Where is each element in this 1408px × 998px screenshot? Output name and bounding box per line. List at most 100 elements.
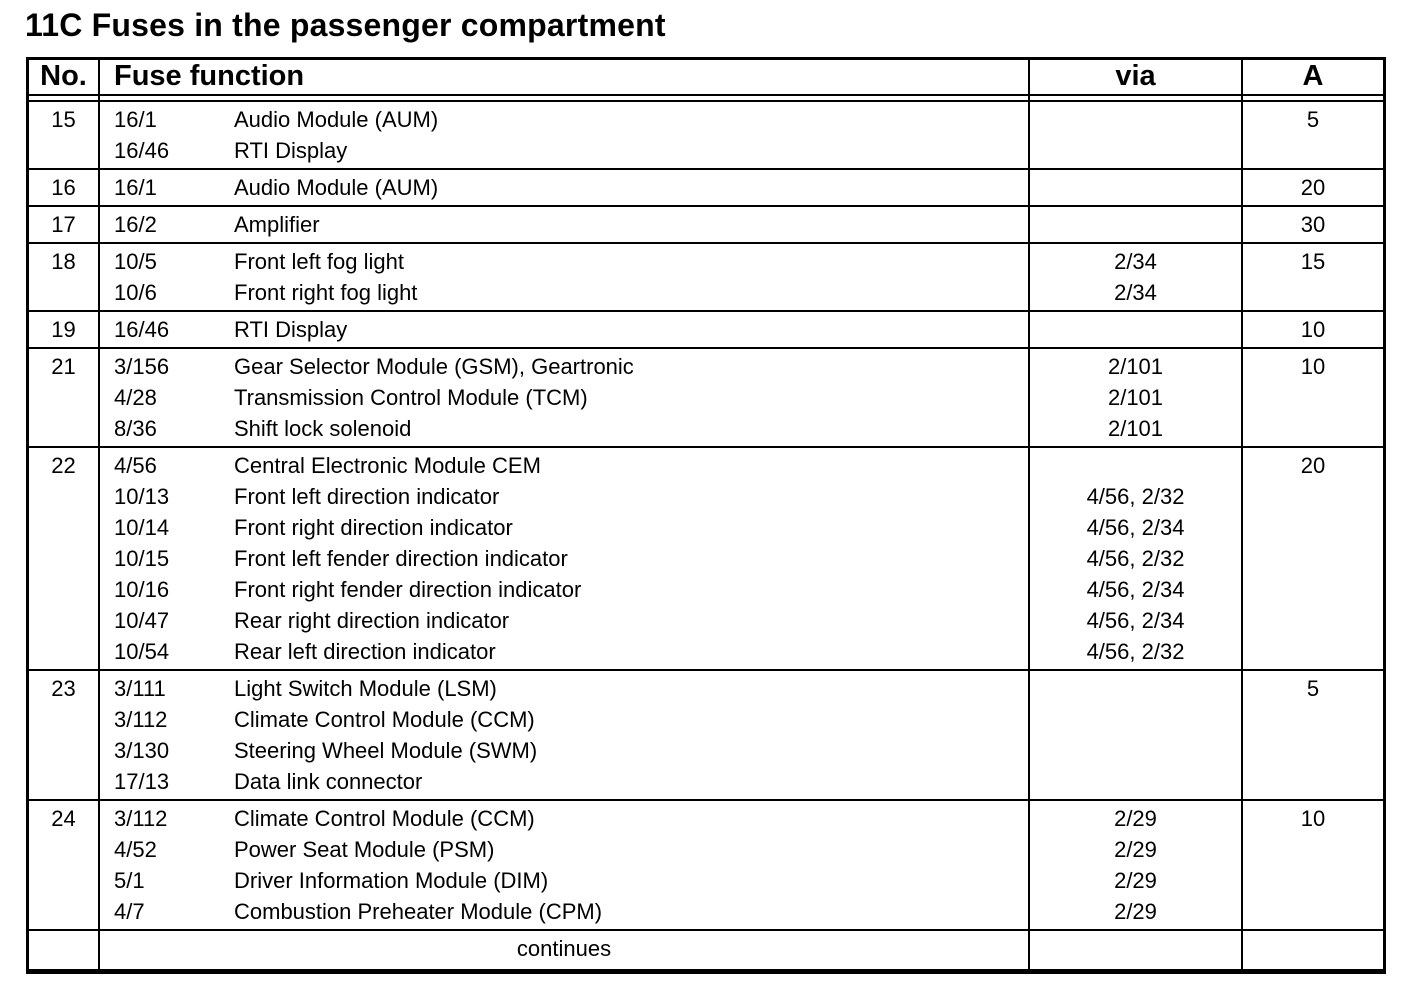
- fuse-code: 4/52: [114, 837, 157, 862]
- fuse-no-cell: 22: [29, 448, 100, 669]
- fuse-code: 10/6: [114, 280, 157, 305]
- fuse-number: 23: [51, 676, 76, 701]
- via-value: 2/29: [1114, 868, 1157, 893]
- via-value: [1030, 104, 1241, 135]
- fuse-function-line: 3/112 Climate Control Module (CCM): [100, 704, 1028, 735]
- fuse-description: RTI Display: [234, 138, 348, 163]
- table-row: 16 16/1 Audio Module (AUM) 20: [29, 170, 1383, 207]
- fuse-function-line: 4/52 Power Seat Module (PSM): [100, 834, 1028, 865]
- fuse-description: Combustion Preheater Module (CPM): [234, 899, 603, 924]
- fuse-number: 19: [51, 317, 76, 342]
- fuse-number: 17: [51, 212, 76, 237]
- amp-value: 5: [1306, 676, 1320, 701]
- fuse-function-line: 17/13 Data link connector: [100, 766, 1028, 797]
- via-value: 2/29: [1114, 806, 1157, 831]
- fuse-code: 10/16: [114, 577, 170, 602]
- via-value: [1030, 209, 1241, 240]
- fuse-code: 5/1: [114, 868, 145, 893]
- via-cell: 2/101 2/101 2/101: [1030, 349, 1243, 446]
- fuse-no-cell: 24: [29, 801, 100, 929]
- via-value: 4/56, 2/32: [1086, 484, 1185, 509]
- fuse-no-cell: 19: [29, 312, 100, 347]
- fuse-description: Rear right direction indicator: [234, 608, 510, 633]
- fuse-code: 10/13: [114, 484, 170, 509]
- amp-cell: 5: [1243, 102, 1383, 168]
- amp-value: 20: [1300, 453, 1326, 478]
- col-header-fuse-function: Fuse function: [100, 60, 1030, 94]
- fuse-code: 16/2: [114, 212, 157, 237]
- via-value: [1030, 314, 1241, 345]
- via-value: 2/101: [1107, 416, 1164, 441]
- fuse-number: 18: [51, 249, 76, 274]
- amp-value: 20: [1300, 175, 1326, 200]
- via-value: [1030, 135, 1241, 166]
- fuse-description: Front right fender direction indicator: [234, 577, 582, 602]
- fuse-function-cell: 3/112 Climate Control Module (CCM) 4/52 Pow…: [100, 801, 1030, 929]
- amp-value: 10: [1300, 354, 1326, 379]
- via-value: [1030, 673, 1241, 704]
- footer-no-cell: [29, 931, 100, 969]
- amp-cell: 30: [1243, 207, 1383, 242]
- fuse-function-line: 10/54 Rear left direction indicator: [100, 636, 1028, 667]
- table-row: 22 4/56 Central Electronic Module CEM 10/13…: [29, 448, 1383, 671]
- fuse-description: Audio Module (AUM): [234, 175, 439, 200]
- fuse-code: 4/28: [114, 385, 157, 410]
- header-double-rule-segment: [100, 96, 1030, 100]
- fuse-no-cell: 15: [29, 102, 100, 168]
- via-cell: 2/34 2/34: [1030, 244, 1243, 310]
- via-value: [1030, 704, 1241, 735]
- fuse-function-line: 10/6 Front right fog light: [100, 277, 1028, 308]
- col-header-via: via: [1030, 60, 1243, 94]
- fuse-function-line: 3/112 Climate Control Module (CCM): [100, 803, 1028, 834]
- amp-cell: 10: [1243, 801, 1383, 929]
- fuse-code: 3/130: [114, 738, 170, 763]
- fuse-code: 4/7: [114, 899, 145, 924]
- table-row: 23 3/111 Light Switch Module (LSM) 3/112 Cli…: [29, 671, 1383, 801]
- fuse-no-cell: 23: [29, 671, 100, 799]
- via-value: 2/101: [1107, 354, 1164, 379]
- fuse-description: Audio Module (AUM): [234, 107, 439, 132]
- fuse-function-line: 10/13 Front left direction indicator: [100, 481, 1028, 512]
- via-value: 2/29: [1114, 899, 1157, 924]
- fuse-code: 10/5: [114, 249, 157, 274]
- footer-via-cell: [1030, 931, 1243, 969]
- fuse-code: 3/112: [114, 806, 168, 831]
- table-row: 21 3/156 Gear Selector Module (GSM), Geart…: [29, 349, 1383, 448]
- via-cell: [1030, 312, 1243, 347]
- fuse-description: Front left fender direction indicator: [234, 546, 568, 571]
- fuse-description: Central Electronic Module CEM: [234, 453, 541, 478]
- via-value: [1030, 766, 1241, 797]
- fuse-description: Climate Control Module (CCM): [234, 806, 535, 831]
- fuse-code: 16/46: [114, 317, 170, 342]
- via-value: 4/56, 2/34: [1086, 515, 1185, 540]
- table-row: 17 16/2 Amplifier 30: [29, 207, 1383, 244]
- fuse-number: 16: [51, 175, 76, 200]
- amp-value: 10: [1300, 806, 1326, 831]
- fuse-function-cell: 3/156 Gear Selector Module (GSM), Geartro…: [100, 349, 1030, 446]
- amp-cell: 20: [1243, 448, 1383, 669]
- fuse-function-line: 10/14 Front right direction indicator: [100, 512, 1028, 543]
- fuse-code: 16/1: [114, 175, 157, 200]
- fuse-description: Data link connector: [234, 769, 423, 794]
- amp-cell: 5: [1243, 671, 1383, 799]
- fuse-description: Gear Selector Module (GSM), Geartronic: [234, 354, 634, 379]
- fuse-function-line: 16/46 RTI Display: [100, 314, 1028, 345]
- fuse-function-line: 16/2 Amplifier: [100, 209, 1028, 240]
- fuse-code: 17/13: [114, 769, 170, 794]
- fuse-description: Transmission Control Module (TCM): [234, 385, 588, 410]
- fuse-function-line: 16/46 RTI Display: [100, 135, 1028, 166]
- fuse-description: Front right fog light: [234, 280, 418, 305]
- fuse-description: Climate Control Module (CCM): [234, 707, 535, 732]
- via-value: 2/34: [1114, 249, 1157, 274]
- table-header-row: No. Fuse function via A: [29, 60, 1383, 96]
- header-double-rule-segment: [29, 96, 100, 100]
- fuse-function-cell: 16/1 Audio Module (AUM): [100, 170, 1030, 205]
- via-value: 2/101: [1107, 385, 1164, 410]
- via-cell: 2/29 2/29 2/29 2/29: [1030, 801, 1243, 929]
- fuse-function-line: 10/47 Rear right direction indicator: [100, 605, 1028, 636]
- amp-value: 30: [1300, 212, 1326, 237]
- via-cell: [1030, 102, 1243, 168]
- fuse-number: 15: [51, 107, 76, 132]
- table-row: 15 16/1 Audio Module (AUM) 16/46 RTI Display…: [29, 102, 1383, 170]
- fuse-code: 3/156: [114, 354, 170, 379]
